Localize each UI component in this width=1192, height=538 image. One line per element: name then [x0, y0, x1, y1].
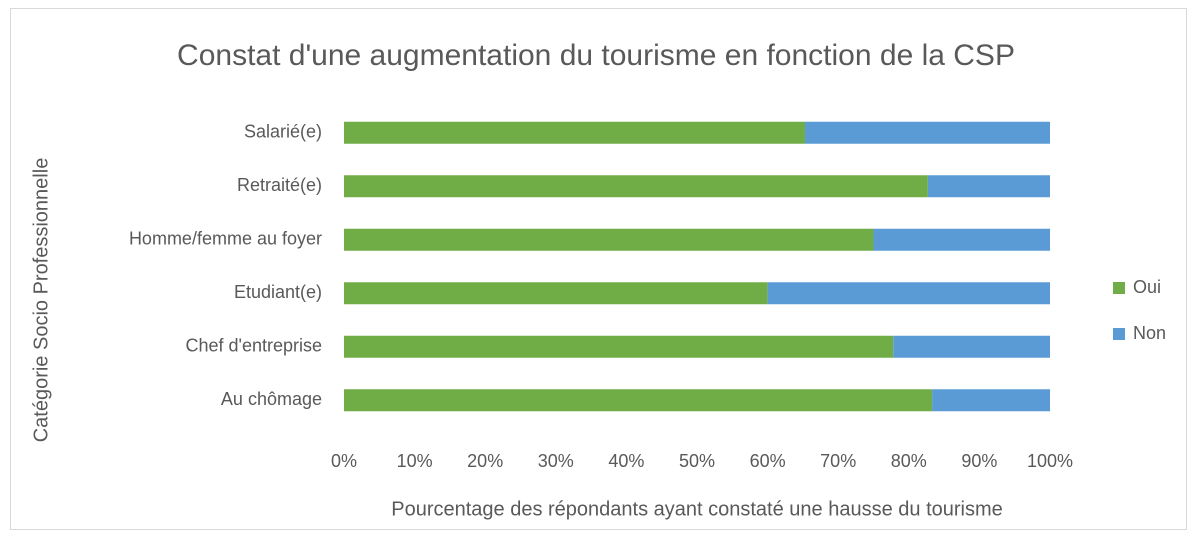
x-tick-label: 90%: [961, 451, 997, 471]
bar-segment: [344, 335, 894, 358]
x-tick-label: 50%: [679, 451, 715, 471]
legend-swatch: [1113, 328, 1125, 340]
x-tick-label: 60%: [750, 451, 786, 471]
x-tick-label: 100%: [1027, 451, 1073, 471]
bar-segment: [344, 282, 768, 305]
x-tick-label: 80%: [891, 451, 927, 471]
y-tick-label: Etudiant(e): [234, 282, 322, 302]
x-tick-label: 20%: [467, 451, 503, 471]
y-tick-label: Retraité(e): [237, 175, 322, 195]
bar-segment: [873, 228, 1050, 251]
bar-segment: [927, 175, 1050, 198]
y-tick-label: Chef d'entreprise: [185, 336, 322, 356]
x-axis-title: Pourcentage des répondants ayant constat…: [391, 498, 1003, 520]
bar-segment: [344, 121, 806, 144]
x-tick-label: 0%: [331, 451, 357, 471]
bar-segment: [344, 228, 874, 251]
x-tick-label: 70%: [820, 451, 856, 471]
bar-segment: [932, 389, 1050, 412]
x-tick-label: 30%: [538, 451, 574, 471]
legend-label: Oui: [1133, 277, 1161, 297]
bar-segment: [344, 389, 933, 412]
y-tick-label: Homme/femme au foyer: [129, 229, 322, 249]
y-axis-title: Catégorie Socio Professionnelle: [30, 158, 52, 443]
bar-segment: [893, 335, 1050, 358]
bar-segment: [344, 175, 928, 198]
bar-segment: [805, 121, 1050, 144]
bar-segment: [767, 282, 1050, 305]
legend-label: Non: [1133, 323, 1166, 343]
y-tick-label: Salarié(e): [244, 122, 322, 142]
legend-swatch: [1113, 282, 1125, 294]
x-tick-label: 10%: [397, 451, 433, 471]
chart-border: [10, 8, 1187, 530]
y-tick-label: Au chômage: [221, 389, 322, 409]
chart-title: Constat d'une augmentation du tourisme e…: [177, 39, 1015, 72]
x-tick-label: 40%: [608, 451, 644, 471]
